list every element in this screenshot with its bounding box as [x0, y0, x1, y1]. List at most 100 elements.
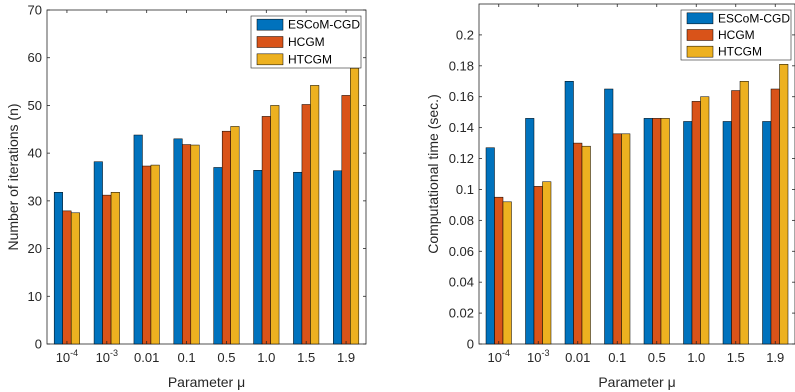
bar — [133, 134, 143, 345]
y-tick-label: 0.08 — [449, 213, 474, 228]
x-tick-label: 1.0 — [687, 350, 705, 365]
bar — [190, 144, 200, 345]
y-tick-label: 10 — [28, 289, 42, 304]
legend-label: HTCGM — [288, 52, 332, 66]
bar — [731, 90, 741, 345]
bar — [722, 121, 732, 345]
legend-label: ESCoM-CGD — [288, 18, 360, 32]
legend-swatch — [686, 45, 714, 58]
bar — [691, 101, 701, 345]
legend-label: ESCoM-CGD — [718, 11, 790, 25]
bar — [533, 186, 543, 345]
bar — [150, 164, 160, 345]
bar — [612, 133, 622, 345]
bar — [581, 145, 591, 345]
y-tick-label: 0.12 — [449, 151, 474, 166]
y-tick-label: 50 — [28, 98, 42, 113]
chart-2: 10-4 10-3 0.01 0.1 0.5 1.0 1.5 1.9 0 0.02 0.04 0.06… — [425, 3, 795, 390]
legend-swatch — [686, 12, 714, 25]
x-tick-label: 1.9 — [766, 350, 784, 365]
legend-label: HTCGM — [718, 45, 762, 59]
x-tick-label: 10-4 — [56, 348, 78, 365]
bar — [350, 67, 360, 345]
x-tick-label: 0.5 — [648, 350, 666, 365]
y-tick-label: 0.04 — [449, 275, 474, 290]
bar — [270, 105, 280, 345]
y-tick-label: 0.16 — [449, 89, 474, 104]
bar — [213, 167, 223, 345]
x-tick-label: 1.5 — [297, 350, 315, 365]
bar — [621, 133, 631, 345]
bar — [230, 126, 240, 345]
legend: ESCoM-CGD HCGM HTCGM — [250, 15, 362, 69]
bar — [494, 196, 504, 345]
y-tick-label: 0.2 — [456, 27, 474, 42]
y-tick-label: 0.02 — [449, 306, 474, 321]
bar — [142, 165, 152, 345]
plot-area — [46, 9, 367, 345]
bar — [62, 210, 72, 345]
x-tick-label: 10-3 — [527, 348, 549, 365]
x-axis-label: Parameter μ — [168, 374, 245, 390]
x-tick-label: 10-3 — [96, 348, 118, 365]
bar — [301, 104, 311, 345]
bar — [53, 192, 63, 345]
y-tick-label: 0.14 — [449, 120, 474, 135]
bar — [102, 194, 112, 345]
bar — [221, 130, 231, 345]
x-tick-label: 1.0 — [257, 350, 275, 365]
x-tick-label: 10-4 — [488, 348, 510, 365]
y-tick-label: 30 — [28, 193, 42, 208]
x-tick-label: 0.5 — [217, 350, 235, 365]
x-tick-label: 0.01 — [134, 350, 159, 365]
x-tick-label: 0.1 — [178, 350, 196, 365]
bar — [293, 171, 303, 345]
x-tick-label: 0.1 — [608, 350, 626, 365]
x-tick-label: 0.01 — [565, 350, 590, 365]
bar — [70, 212, 80, 345]
y-tick-label: 0.1 — [456, 182, 474, 197]
x-tick-label: 1.9 — [337, 350, 355, 365]
bar — [604, 88, 614, 345]
bar — [261, 116, 271, 345]
bar — [542, 181, 552, 345]
bar — [485, 147, 495, 345]
x-axis-label: Parameter μ — [598, 374, 675, 390]
legend-swatch — [256, 53, 284, 66]
bar — [525, 118, 535, 345]
y-axis-label: Computational time (sec.) — [425, 94, 441, 254]
y-tick-label: 70 — [28, 3, 42, 18]
y-tick-label: 0 — [35, 337, 42, 352]
y-tick-label: 60 — [28, 50, 42, 65]
plot-area — [478, 3, 795, 345]
bar — [110, 192, 120, 345]
bar — [652, 118, 662, 345]
legend-swatch — [256, 36, 284, 48]
legend-label: HCGM — [288, 35, 325, 49]
y-tick-label: 20 — [28, 241, 42, 256]
bar — [683, 121, 693, 345]
bar — [660, 118, 670, 345]
bar — [253, 170, 263, 345]
bar — [564, 81, 574, 345]
bar — [341, 95, 351, 345]
legend-swatch — [256, 18, 284, 31]
bar — [502, 201, 512, 345]
chart-1: 10-4 10-3 0.01 0.1 0.5 1.0 1.5 1.9 0 10 20 30 40 50 60… — [5, 3, 367, 390]
bar — [310, 85, 320, 345]
bar — [573, 142, 583, 345]
legend: ESCoM-CGD HCGM HTCGM — [680, 9, 792, 61]
bar — [173, 138, 183, 345]
y-tick-label: 0 — [467, 337, 474, 352]
bar — [182, 144, 192, 345]
bar — [779, 64, 789, 345]
legend-swatch — [686, 29, 714, 41]
legend-label: HCGM — [718, 28, 755, 42]
bar — [643, 118, 653, 345]
bar — [762, 121, 772, 345]
bar — [93, 161, 103, 345]
y-tick-label: 0.06 — [449, 244, 474, 259]
y-tick-label: 40 — [28, 146, 42, 161]
x-tick-label: 1.5 — [727, 350, 745, 365]
